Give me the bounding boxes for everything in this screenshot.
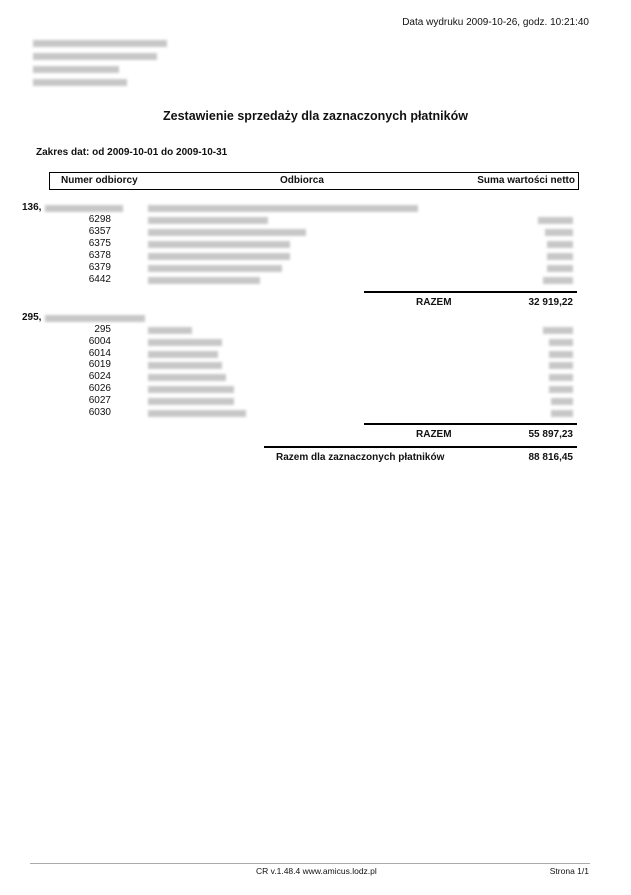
page-title: Zestawienie sprzedaży dla zaznaczonych p… xyxy=(163,109,468,123)
recipient-name-redacted xyxy=(148,241,290,248)
recipient-value-redacted xyxy=(549,338,573,346)
recipient-value-redacted xyxy=(547,253,573,260)
footer-version: CR v.1.48.4 www.amicus.lodz.pl xyxy=(256,866,377,876)
payer-address-redacted xyxy=(148,205,418,212)
print-date: Data wydruku 2009-10-26, godz. 10:21:40 xyxy=(402,17,589,28)
recipient-number: 6379 xyxy=(88,262,111,273)
recipient-name-redacted xyxy=(148,374,226,382)
date-range: Zakres dat: od 2009-10-01 do 2009-10-31 xyxy=(36,147,228,158)
recipient-value-redacted xyxy=(551,397,573,405)
payer-name-redacted xyxy=(45,205,123,212)
recipient-value-redacted xyxy=(549,374,573,382)
recipient-value-redacted xyxy=(545,229,573,236)
column-header-net-sum: Suma wartości netto xyxy=(477,175,575,186)
subtotal-label: RAZEM xyxy=(416,297,452,308)
recipient-value-redacted xyxy=(547,241,573,248)
subtotal-value: 55 897,23 xyxy=(528,429,574,441)
recipient-number: 6019 xyxy=(88,359,111,371)
recipient-name-redacted xyxy=(148,386,234,393)
recipient-name-redacted xyxy=(148,338,222,346)
subtotal-value: 32 919,22 xyxy=(528,297,574,308)
recipient-name-redacted xyxy=(148,265,282,272)
recipient-number: 6375 xyxy=(88,238,111,249)
recipient-number: 6024 xyxy=(88,371,111,383)
grand-total-rule xyxy=(264,446,577,448)
recipient-value-redacted xyxy=(551,409,573,417)
recipient-value-redacted xyxy=(549,386,573,393)
subtotal-rule xyxy=(364,423,577,426)
recipient-name-redacted xyxy=(148,229,306,236)
recipient-number: 6442 xyxy=(88,274,111,285)
recipient-name-redacted xyxy=(148,350,218,358)
column-header-recipient-number: Numer odbiorcy xyxy=(61,175,138,186)
recipient-name-redacted xyxy=(148,253,290,260)
payer-name-redacted xyxy=(45,315,145,322)
subtotal-rule xyxy=(364,291,577,293)
recipient-name-redacted xyxy=(148,327,192,334)
recipient-value-redacted xyxy=(543,277,573,284)
table-header: Numer odbiorcy Odbiorca Suma wartości ne… xyxy=(49,172,579,190)
recipient-name-redacted xyxy=(148,409,246,417)
recipient-name-redacted xyxy=(148,397,234,405)
recipient-number: 6378 xyxy=(88,250,111,261)
recipient-value-redacted xyxy=(538,217,573,224)
payer-id: 136, xyxy=(22,202,42,213)
grand-total-value: 88 816,45 xyxy=(528,452,574,463)
recipient-number: 6026 xyxy=(88,383,111,394)
recipient-name-redacted xyxy=(148,362,222,370)
recipient-number: 6027 xyxy=(88,394,111,406)
recipient-number: 295 xyxy=(94,324,111,335)
recipient-name-redacted xyxy=(148,277,260,284)
recipient-value-redacted xyxy=(549,362,573,370)
recipient-value-redacted xyxy=(547,265,573,272)
recipient-number: 6014 xyxy=(88,347,111,359)
column-header-recipient: Odbiorca xyxy=(280,175,324,186)
recipient-value-redacted xyxy=(543,327,573,334)
footer-page-number: Strona 1/1 xyxy=(549,866,589,876)
recipient-name-redacted xyxy=(148,217,268,224)
recipient-number: 6004 xyxy=(88,335,111,347)
recipient-number: 6357 xyxy=(88,226,111,237)
grand-total-label: Razem dla zaznaczonych płatników xyxy=(276,452,445,463)
subtotal-label: RAZEM xyxy=(416,429,452,441)
recipient-value-redacted xyxy=(549,350,573,358)
footer-divider xyxy=(30,863,590,864)
recipient-number: 6298 xyxy=(88,214,111,225)
payer-id: 295, xyxy=(22,312,42,323)
recipient-number: 6030 xyxy=(88,406,111,418)
